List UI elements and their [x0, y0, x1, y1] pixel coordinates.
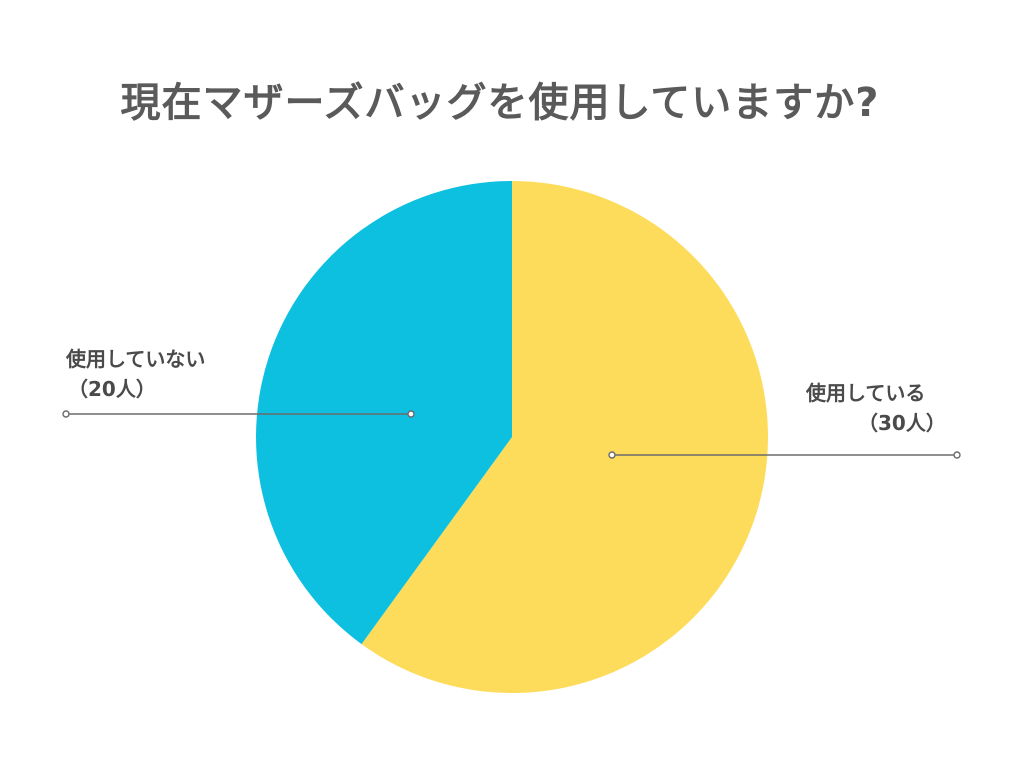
slice-using: [361, 181, 769, 694]
slice-label-using: 使用している: [806, 381, 926, 405]
callout-not-using: 使用していない （20人）: [66, 344, 205, 404]
slice-count-not-using: （20人）: [68, 377, 156, 401]
slice-not-using: [256, 181, 512, 645]
slice-label-not-using: 使用していない: [66, 347, 206, 371]
slice-count-using: （30人）: [858, 411, 946, 435]
callout-using: 使用している （30人）: [806, 378, 946, 438]
leader-line-using: [608, 451, 961, 459]
leader-line-not-using: [62, 410, 415, 418]
chart-title: 現在マザーズバッグを使用していますか?: [120, 80, 880, 126]
